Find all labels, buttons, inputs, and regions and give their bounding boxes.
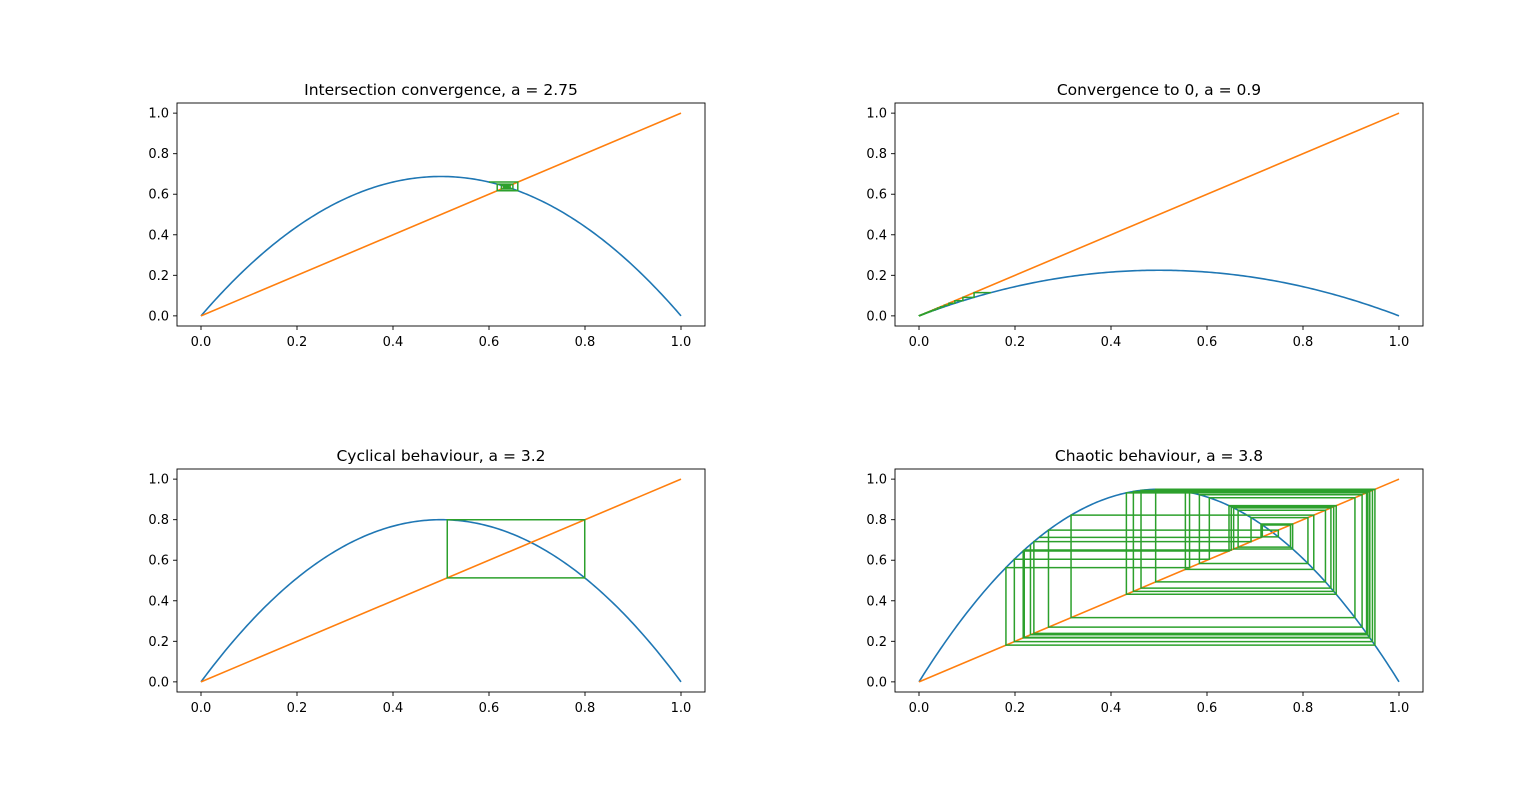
x-tick-label: 0.2 xyxy=(1005,701,1026,716)
x-tick-label: 0.8 xyxy=(575,701,596,716)
y-tick-label: 0.8 xyxy=(148,147,169,162)
x-tick-label: 0.2 xyxy=(287,335,308,350)
y-tick-label: 0.0 xyxy=(866,309,887,324)
subplot-1: 0.0 0.2 0.4 0.6 0.8 1.0 0.0 0.2 0.4 0.6 0.8 1.0 Inte… xyxy=(148,81,706,350)
y-tick-label: 0.4 xyxy=(148,594,169,609)
plot-area xyxy=(918,478,1400,683)
x-tick-label: 0.4 xyxy=(1101,701,1122,716)
x-tick-label: 0.2 xyxy=(1005,335,1026,350)
series-cobweb xyxy=(918,291,991,317)
y-tick-label: 0.4 xyxy=(866,594,887,609)
series-cobweb xyxy=(446,519,586,579)
series-curve xyxy=(918,269,1400,317)
y-tick-label: 0.0 xyxy=(148,309,169,324)
x-tick-label: 1.0 xyxy=(671,335,692,350)
x-tick-label: 0.4 xyxy=(1101,335,1122,350)
series-cobweb xyxy=(1005,488,1376,646)
x-tick-label: 0.8 xyxy=(575,335,596,350)
x-tick-label: 0.4 xyxy=(383,701,404,716)
y-tick-label: 0.2 xyxy=(148,269,169,284)
x-tick-label: 1.0 xyxy=(1389,701,1410,716)
axes-frame xyxy=(894,102,1424,327)
chart-title: Chaotic behaviour, a = 3.8 xyxy=(1055,447,1263,465)
series-diagonal xyxy=(200,112,682,317)
axes-frame xyxy=(176,468,706,693)
axes-frame xyxy=(176,102,706,327)
y-tick-label: 0.6 xyxy=(148,188,169,203)
x-tick-label: 1.0 xyxy=(671,701,692,716)
x-tick-label: 0.0 xyxy=(909,701,930,716)
y-tick-label: 0.8 xyxy=(866,147,887,162)
x-tick-label: 0.0 xyxy=(191,335,212,350)
series-curve xyxy=(200,175,682,317)
axes-frame xyxy=(894,468,1424,693)
subplot-3: 0.0 0.2 0.4 0.6 0.8 1.0 0.0 0.2 0.4 0.6 0.8 1.0 Cycl… xyxy=(148,447,706,716)
series-diagonal xyxy=(918,112,1400,317)
y-tick-label: 0.2 xyxy=(148,635,169,650)
x-tick-label: 0.8 xyxy=(1293,701,1314,716)
y-tick-label: 0.8 xyxy=(148,513,169,528)
x-tick-label: 0.8 xyxy=(1293,335,1314,350)
series-diagonal xyxy=(200,478,682,683)
subplot-4: 0.0 0.2 0.4 0.6 0.8 1.0 0.0 0.2 0.4 0.6 0.8 1.0 Chao… xyxy=(866,447,1424,716)
x-tick-label: 0.6 xyxy=(1197,701,1218,716)
series-diagonal xyxy=(918,478,1400,683)
y-tick-label: 1.0 xyxy=(866,107,887,122)
y-tick-label: 0.8 xyxy=(866,513,887,528)
y-tick-label: 0.4 xyxy=(148,228,169,243)
y-tick-label: 0.4 xyxy=(866,228,887,243)
x-tick-label: 0.4 xyxy=(383,335,404,350)
x-tick-label: 0.6 xyxy=(1197,335,1218,350)
y-tick-label: 0.0 xyxy=(866,675,887,690)
y-tick-label: 0.0 xyxy=(148,675,169,690)
x-tick-label: 0.2 xyxy=(287,701,308,716)
plot-area xyxy=(200,112,682,317)
y-tick-label: 0.6 xyxy=(148,554,169,569)
x-tick-label: 0.6 xyxy=(479,335,500,350)
plot-area xyxy=(918,112,1400,317)
chart-title: Intersection convergence, a = 2.75 xyxy=(304,81,578,99)
y-tick-label: 0.2 xyxy=(866,269,887,284)
x-tick-label: 1.0 xyxy=(1389,335,1410,350)
x-tick-label: 0.0 xyxy=(191,701,212,716)
y-tick-label: 1.0 xyxy=(866,473,887,488)
subplot-2: 0.0 0.2 0.4 0.6 0.8 1.0 0.0 0.2 0.4 0.6 0.8 1.0 Conv… xyxy=(866,81,1424,350)
x-tick-label: 0.6 xyxy=(479,701,500,716)
y-tick-label: 0.2 xyxy=(866,635,887,650)
series-curve xyxy=(200,518,682,683)
chart-title: Cyclical behaviour, a = 3.2 xyxy=(336,447,545,465)
x-tick-label: 0.0 xyxy=(909,335,930,350)
y-tick-label: 0.6 xyxy=(866,188,887,203)
y-tick-label: 0.6 xyxy=(866,554,887,569)
y-tick-label: 1.0 xyxy=(148,107,169,122)
y-tick-label: 1.0 xyxy=(148,473,169,488)
series-cobweb xyxy=(489,181,519,192)
plot-area xyxy=(200,478,682,683)
chart-title: Convergence to 0, a = 0.9 xyxy=(1057,81,1261,99)
